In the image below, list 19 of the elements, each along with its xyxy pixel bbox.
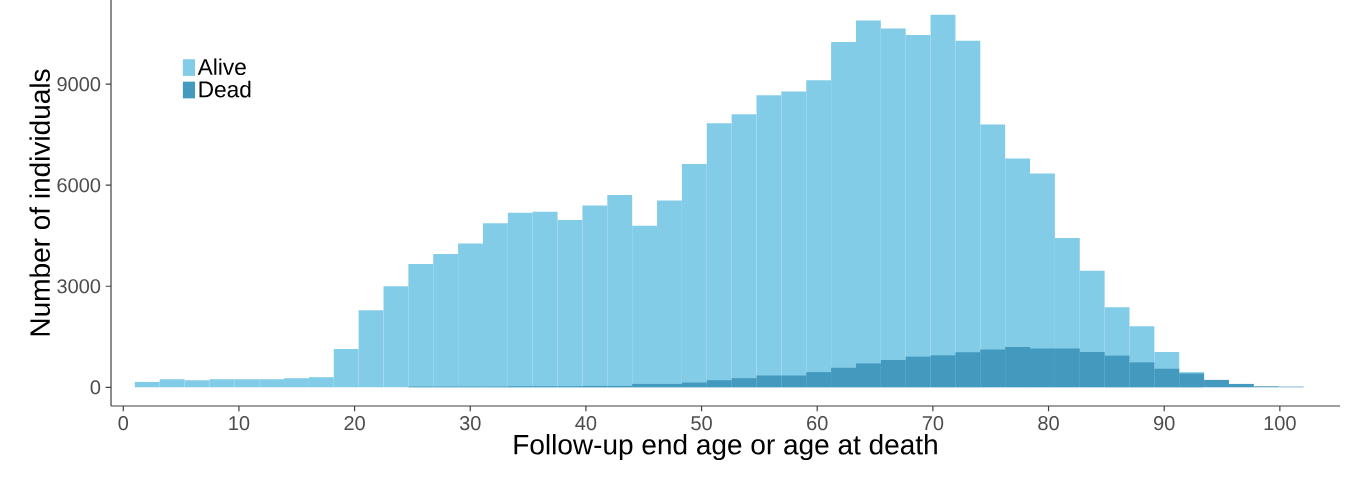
y-tick-label: 6000: [57, 178, 101, 193]
x-tick-label: 30: [459, 416, 481, 431]
legend-label: Alive: [197, 58, 246, 76]
legend-label: Dead: [199, 80, 251, 98]
y-tick-label: 0: [90, 380, 101, 395]
x-tick-label: 60: [807, 416, 828, 431]
y-tick-label: 3000: [57, 279, 101, 294]
y-tick-label: 9000: [57, 77, 101, 92]
x-tick-label: 20: [344, 416, 365, 431]
x-tick-label: 80: [1038, 416, 1059, 431]
x-tick-label: 40: [575, 416, 597, 431]
x-axis-title: Follow-up end age or age at death: [514, 434, 937, 461]
x-tick-label: 0: [118, 416, 129, 431]
x-tick-label: 50: [691, 416, 712, 431]
x-tick-label: 100: [1264, 416, 1296, 431]
x-tick-label: 90: [1154, 416, 1175, 431]
x-tick-label: 10: [229, 416, 250, 431]
x-tick-label: 70: [922, 416, 944, 431]
y-axis-title: Number of individuals: [29, 69, 50, 336]
